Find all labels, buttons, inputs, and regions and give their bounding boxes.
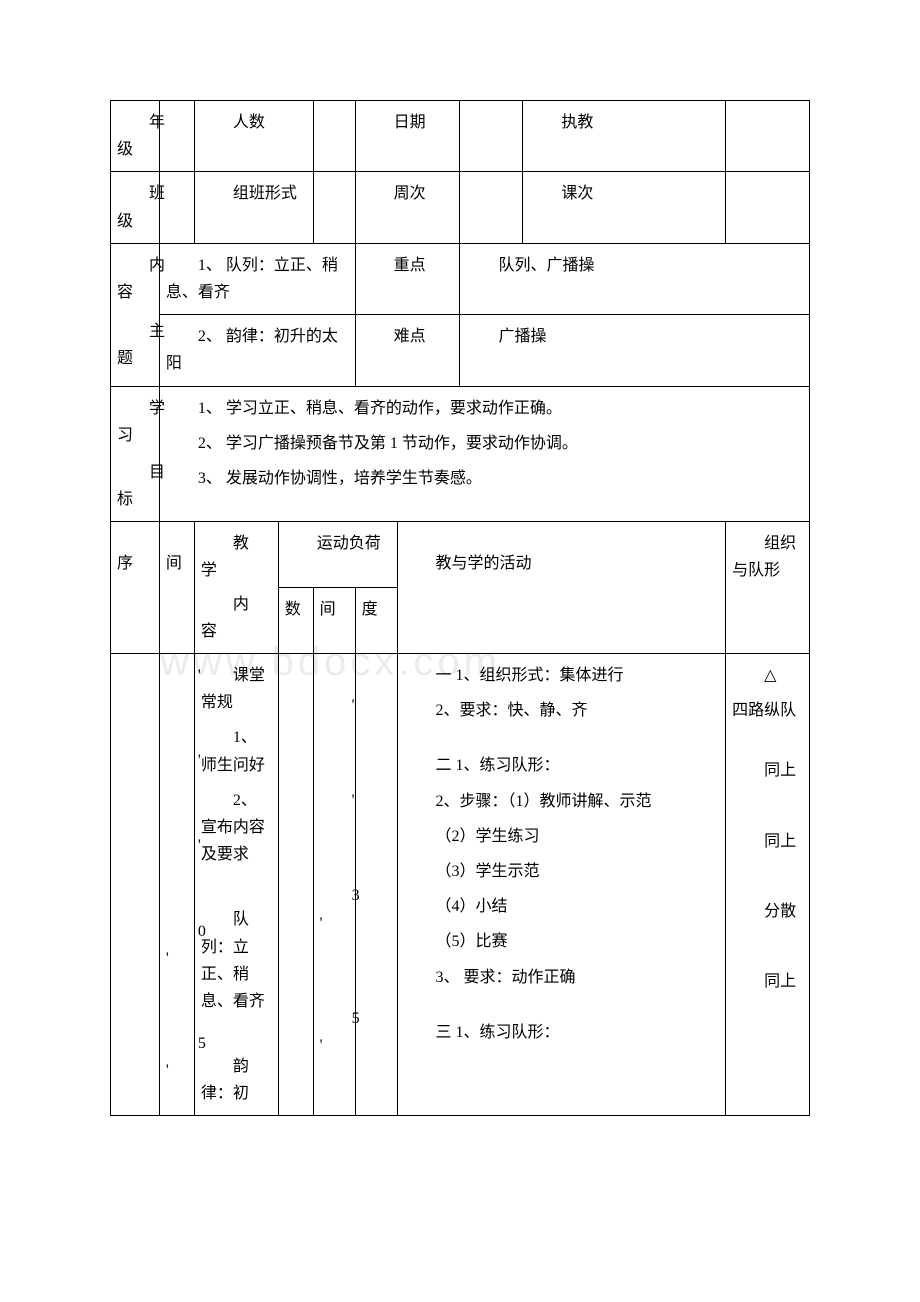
body-intensity xyxy=(355,654,397,1116)
objectives-row: 学 习 目 标 1、 学习立正、稍息、看齐的动作，要求动作正确。 2、 学习广播… xyxy=(111,386,810,522)
org-label: 组班形式 xyxy=(194,172,313,243)
body-row: ' ' ' 0' 5' 课堂常规 1、师生问好 2、宣布内容及要求 队列：立正、… xyxy=(111,654,810,1116)
focus-label: 重点 xyxy=(355,243,460,314)
header-row-2: 班级 组班形式 周次 课次 xyxy=(111,172,810,243)
lesson-label: 课次 xyxy=(523,172,726,243)
body-time: ' ' ' 0' 5' xyxy=(159,654,194,1116)
content-row-2: 2、 韵律：初升的太阳 难点 广播操 xyxy=(111,315,810,386)
difficulty-value: 广播操 xyxy=(460,315,810,386)
teacher-label: 执教 xyxy=(523,101,726,172)
body-content: 课堂常规 1、师生问好 2、宣布内容及要求 队列：立正、稍息、看齐 韵律：初 xyxy=(194,654,278,1116)
date-value xyxy=(460,101,523,172)
lesson-plan-table: 年级 人数 日期 执教 班级 组班形式 周次 课次 内容 主题 1、 队列：立正… xyxy=(110,100,810,1116)
date-label: 日期 xyxy=(355,101,460,172)
content-item-2: 2、 韵律：初升的太阳 xyxy=(159,315,355,386)
org-value xyxy=(313,172,355,243)
people-label: 人数 xyxy=(194,101,313,172)
th-intensity: 度 xyxy=(355,588,397,654)
th-dur: 间 xyxy=(313,588,355,654)
week-value xyxy=(460,172,523,243)
teacher-value xyxy=(726,101,810,172)
lesson-value xyxy=(726,172,810,243)
body-count xyxy=(278,654,313,1116)
body-formation: △ 四路纵队 同上 同上 分散 同上 xyxy=(726,654,810,1116)
th-count: 数 xyxy=(278,588,313,654)
th-time: 间 xyxy=(159,522,194,654)
grade-label: 年级 xyxy=(111,101,160,172)
class-label: 班级 xyxy=(111,172,160,243)
th-teach-content: 教 学 内 容 xyxy=(194,522,278,654)
difficulty-label: 难点 xyxy=(355,315,460,386)
body-activity: 一 1、组织形式：集体进行 2、要求：快、静、齐 二 1、练习队形： 2、步骤：… xyxy=(397,654,726,1116)
th-formation: 组织与队形 xyxy=(726,522,810,654)
objectives-label: 学 习 目 标 xyxy=(111,386,160,522)
th-seq: 序 xyxy=(111,522,160,654)
table-header-row-1: 序 间 教 学 内 容 运动负荷 教与学的活动 组织与队形 xyxy=(111,522,810,588)
content-topic-label: 内容 主题 xyxy=(111,243,160,386)
th-activity: 教与学的活动 xyxy=(397,522,726,654)
week-label: 周次 xyxy=(355,172,460,243)
header-row-1: 年级 人数 日期 执教 xyxy=(111,101,810,172)
body-seq xyxy=(111,654,160,1116)
content-row-1: 内容 主题 1、 队列：立正、稍息、看齐 重点 队列、广播操 xyxy=(111,243,810,314)
content-item-1: 1、 队列：立正、稍息、看齐 xyxy=(159,243,355,314)
people-value xyxy=(313,101,355,172)
focus-value: 队列、广播操 xyxy=(460,243,810,314)
body-dur: ' ' 3' 5' xyxy=(313,654,355,1116)
objectives-content: 1、 学习立正、稍息、看齐的动作，要求动作正确。 2、 学习广播操预备节及第 1… xyxy=(159,386,809,522)
th-load: 运动负荷 xyxy=(278,522,397,588)
